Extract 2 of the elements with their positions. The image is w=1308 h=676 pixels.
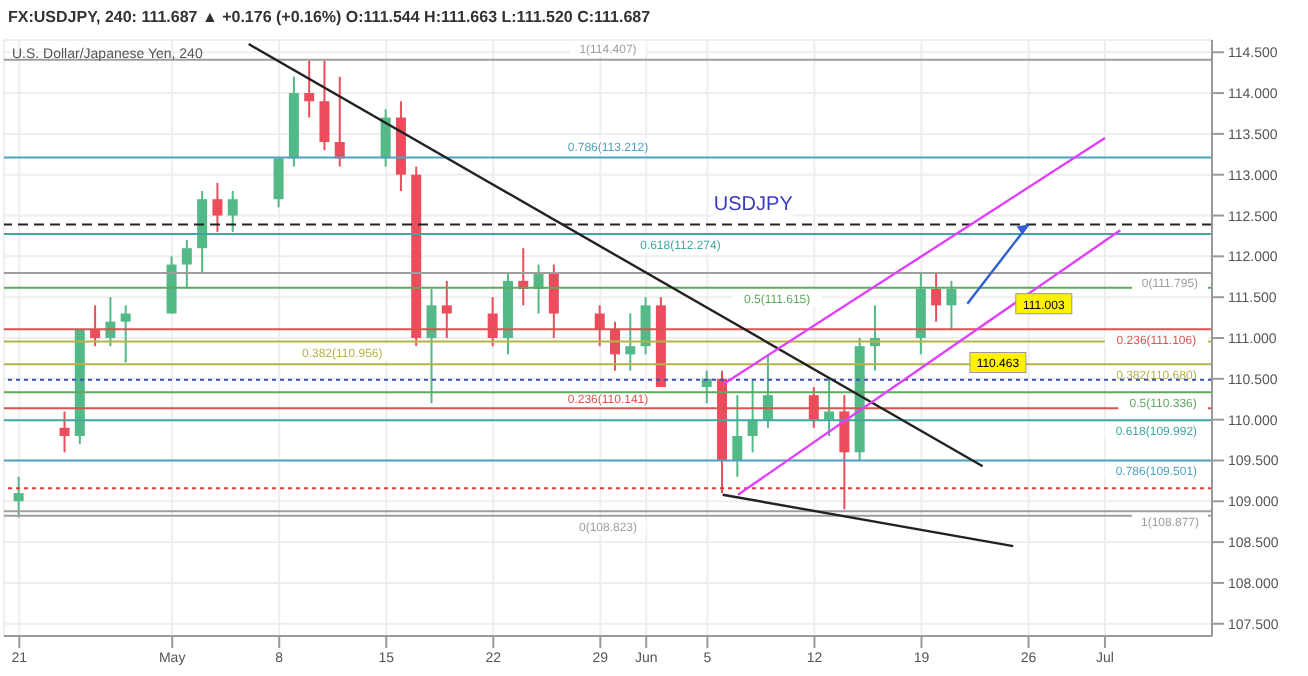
chart-subtitle: FX:USDJPY, 240: 111.687 ▲ +0.176 (+0.16%) O:111.544 H:111.663 L:111.520 C:111.687: [8, 8, 651, 26]
annotation: USDJPY: [713, 194, 794, 217]
